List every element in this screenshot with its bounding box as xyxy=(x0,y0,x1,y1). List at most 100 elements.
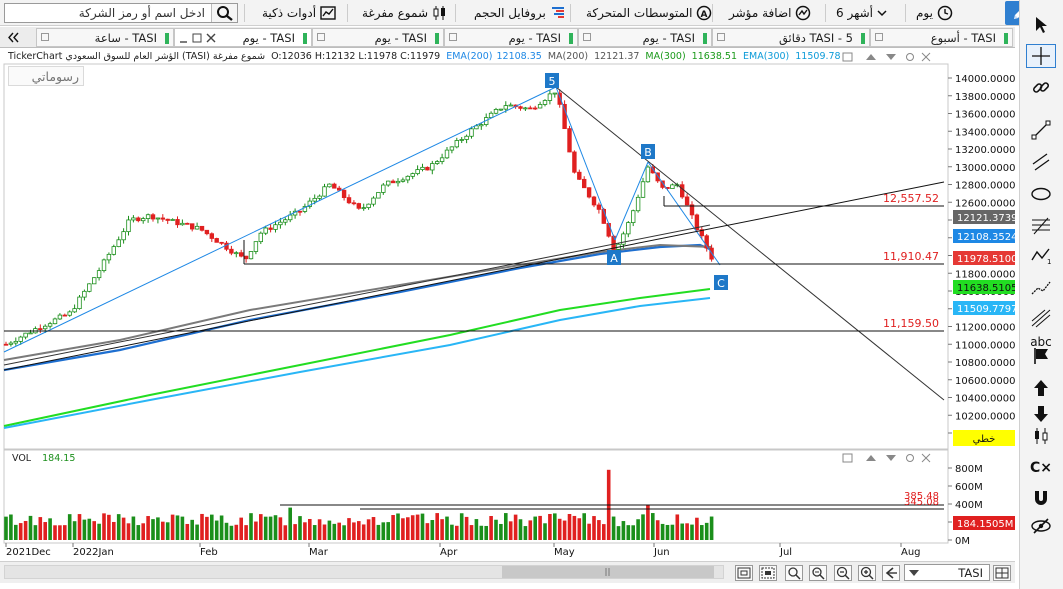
magnet-tool-button[interactable] xyxy=(1026,486,1056,510)
pane-up-icon[interactable] xyxy=(866,54,876,60)
volume-bar xyxy=(249,513,253,540)
link-tool-button[interactable] xyxy=(1026,76,1056,100)
time-scrollbar[interactable] xyxy=(4,565,724,579)
tab-label: TASI - أسبوع xyxy=(930,31,996,45)
tab-hourly[interactable]: TASI - ساعة xyxy=(36,28,174,47)
symbol-select[interactable]: TASI xyxy=(904,564,990,581)
support-trendline xyxy=(3,224,711,366)
interval-button[interactable]: يوم xyxy=(916,3,953,23)
volume-bar xyxy=(190,519,194,540)
time-tick-label: Mar xyxy=(309,547,329,558)
candle-tool-button[interactable] xyxy=(1026,424,1056,448)
pane-settings-icon[interactable] xyxy=(906,53,914,61)
visibility-toggle-button[interactable] xyxy=(1026,514,1056,538)
tab-window-icon[interactable] xyxy=(41,33,49,41)
search-input[interactable]: ادخل اسم أو رمز الشركة xyxy=(78,6,205,20)
volume-bar xyxy=(675,514,680,540)
fibonacci-tool-button[interactable] xyxy=(1026,214,1056,238)
tabs-scroll-button[interactable] xyxy=(4,30,30,45)
tab-window-icon[interactable] xyxy=(449,33,457,41)
pane-down-icon[interactable] xyxy=(886,455,896,461)
search-button[interactable] xyxy=(211,4,237,22)
tab-window-icon[interactable] xyxy=(317,33,325,41)
tab-5min[interactable]: TASI - 5 دقائق xyxy=(712,28,870,47)
volume-bar xyxy=(440,519,444,540)
hollow-candles-button[interactable]: شموع مفرغة xyxy=(362,3,448,23)
ellipse-tool-button[interactable] xyxy=(1026,182,1056,206)
legend-ma200: MA(200) xyxy=(547,51,589,62)
volume-bar xyxy=(533,516,537,540)
separator xyxy=(347,4,348,22)
volume-bar xyxy=(670,524,675,540)
candle-body xyxy=(327,183,332,188)
volume-legend: VOL 184.15 xyxy=(12,453,75,464)
candle-body xyxy=(591,196,597,206)
my-drawings-box[interactable]: رسوماتي xyxy=(8,66,84,86)
volume-bar xyxy=(445,516,449,540)
pane-maximize-icon[interactable] xyxy=(842,52,853,62)
path-tool-button[interactable] xyxy=(1026,276,1056,300)
wave-tool-button[interactable]: 1 xyxy=(1026,244,1056,268)
tab-weekly[interactable]: TASI - أسبوع xyxy=(870,28,1013,47)
volume-profile-button[interactable]: بروفايل الحجم xyxy=(474,3,566,23)
tab-status-bar xyxy=(861,33,865,44)
zoom-fit-button[interactable] xyxy=(735,565,753,581)
pane-down-icon[interactable] xyxy=(886,54,896,60)
scroll-start-button[interactable] xyxy=(882,565,900,581)
parallel-channel-tool-button[interactable] xyxy=(1026,150,1056,174)
company-search-box[interactable]: ادخل اسم أو رمز الشركة xyxy=(4,3,238,23)
tab-daily-4[interactable]: TASI - يوم xyxy=(578,28,712,47)
period-range-button[interactable]: 6 أشهر xyxy=(836,3,887,23)
smart-tools-button[interactable]: أدوات ذكية xyxy=(262,3,336,23)
candle-body xyxy=(219,241,224,244)
scrollbar-thumb[interactable] xyxy=(502,566,714,578)
zoom-out-button[interactable] xyxy=(834,565,852,581)
candle-body xyxy=(126,219,131,233)
crosshair-tool-button[interactable] xyxy=(1026,44,1056,68)
arrow-down-tool-button[interactable] xyxy=(1026,402,1056,426)
volume-bar xyxy=(195,524,199,540)
zoom-in-button[interactable] xyxy=(858,565,876,581)
clear-drawings-button[interactable]: C× xyxy=(1026,456,1056,480)
volume-bar xyxy=(631,525,635,540)
tab-daily-3[interactable]: TASI - يوم xyxy=(444,28,578,47)
pitchfork-tool-button[interactable] xyxy=(1026,306,1056,330)
volume-bar xyxy=(107,514,111,540)
price-pane-controls[interactable] xyxy=(842,52,940,63)
price-tick-label: 10600.0000 xyxy=(955,376,1015,387)
zoom-fit-data-button[interactable] xyxy=(809,565,827,581)
level-price-label: 11,910.47 xyxy=(883,250,939,263)
tab-daily-active[interactable]: TASI - يوم xyxy=(174,28,312,47)
moving-averages-button[interactable]: المتوسطات المتحركة A xyxy=(586,3,712,23)
symbol-grid-button[interactable] xyxy=(993,565,1011,581)
pane-settings-icon[interactable] xyxy=(906,454,914,462)
zoom-reset-button[interactable] xyxy=(785,565,803,581)
add-indicator-button[interactable]: اضافة مؤشر xyxy=(729,3,811,23)
tab-window-icon[interactable] xyxy=(875,33,883,41)
tab-controls-icon[interactable] xyxy=(178,32,228,44)
flag-tool-button[interactable] xyxy=(1026,344,1056,368)
pane-up-icon[interactable] xyxy=(866,455,876,461)
tab-window-icon[interactable] xyxy=(717,33,725,41)
candle-body xyxy=(439,157,445,162)
price-pane-frame xyxy=(3,63,949,450)
candle-body xyxy=(567,128,572,153)
candle-body xyxy=(459,139,464,141)
zoom-area-button[interactable] xyxy=(759,565,777,581)
candle-body xyxy=(43,325,48,330)
pointer-tool-button[interactable] xyxy=(1026,13,1056,37)
tab-daily-2[interactable]: TASI - يوم xyxy=(312,28,444,47)
trendline-tool-button[interactable] xyxy=(1026,118,1056,142)
candle-body xyxy=(655,172,660,182)
pane-maximize-icon[interactable] xyxy=(842,453,853,463)
text-tool-button[interactable]: abc xyxy=(1026,318,1056,349)
volume-pane-controls[interactable] xyxy=(842,453,940,464)
legend-ohlc: O:12036 H:12132 L:11978 C:11979 xyxy=(271,51,441,62)
tab-window-icon[interactable] xyxy=(583,33,591,41)
volume-bar xyxy=(9,514,13,540)
arrow-up-tool-button[interactable] xyxy=(1026,376,1056,400)
volume-bar xyxy=(410,515,415,540)
arrow-down-icon xyxy=(1034,406,1048,422)
